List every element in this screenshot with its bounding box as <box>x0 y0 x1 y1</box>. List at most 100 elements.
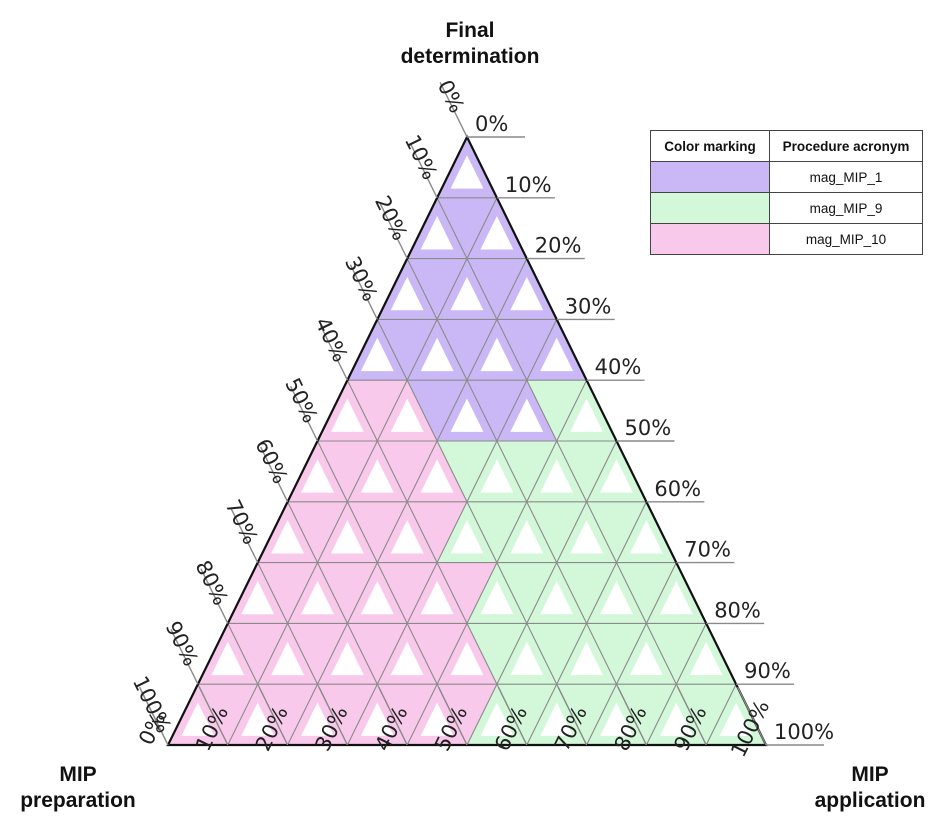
white-marker <box>420 702 454 736</box>
grid-cell <box>227 623 288 685</box>
top-tick-label: 90% <box>744 659 791 683</box>
grid-cell <box>646 623 707 685</box>
grid-cell <box>437 562 497 624</box>
left-tick-line <box>319 325 349 381</box>
grid-cell <box>556 684 617 745</box>
legend-name: mag_MIP_9 <box>769 192 923 224</box>
bottom-tick-line <box>198 686 229 746</box>
white-marker <box>360 459 394 493</box>
left-tick-label: 20% <box>370 192 412 244</box>
left-tick-line <box>349 264 378 320</box>
white-marker <box>600 702 633 736</box>
grid-cell <box>377 441 438 502</box>
grid-cell <box>317 441 378 502</box>
top-tick-label: 70% <box>684 538 731 562</box>
left-tick-label: 30% <box>340 253 382 305</box>
white-marker <box>420 459 454 493</box>
grid-cell <box>347 623 408 685</box>
white-marker <box>301 459 334 493</box>
white-marker <box>390 276 424 311</box>
legend-row: mag_MIP_9 <box>650 192 923 224</box>
left-tick-label: 0% <box>433 76 469 116</box>
white-marker <box>540 337 574 372</box>
left-tick-line <box>409 142 438 199</box>
white-marker <box>659 580 693 615</box>
grid-cell <box>496 319 557 381</box>
grid-cell <box>287 623 348 685</box>
top-tick-label: 50% <box>625 416 672 440</box>
white-marker <box>360 702 394 736</box>
white-marker <box>420 337 454 372</box>
white-marker <box>390 520 424 554</box>
grid-cell <box>347 380 408 441</box>
grid-cell <box>407 623 467 685</box>
white-marker <box>600 459 633 493</box>
grid-cell <box>437 197 497 259</box>
left-tick-label: 50% <box>280 374 322 426</box>
legend-row: mag_MIP_10 <box>650 223 923 255</box>
left-tick-label: 80% <box>191 557 233 609</box>
grid-cell <box>377 684 438 745</box>
grid-cell <box>467 380 527 441</box>
white-marker <box>360 580 394 615</box>
top-tick-label: 30% <box>565 294 612 318</box>
legend-row: mag_MIP_1 <box>650 161 923 193</box>
bottom-tick-line <box>378 686 408 746</box>
white-marker <box>510 641 544 676</box>
white-marker <box>330 520 364 554</box>
white-marker <box>211 641 245 676</box>
grid-cell <box>437 319 497 381</box>
legend-swatch-pink <box>650 223 770 255</box>
grid-cell <box>467 258 527 320</box>
right-apex-title: MIP application <box>800 762 940 814</box>
top-tick-label: 40% <box>595 355 642 379</box>
grid-cell <box>526 380 587 441</box>
bottom-tick-line <box>437 686 468 746</box>
grid-cell <box>197 684 258 745</box>
white-marker <box>450 276 484 311</box>
left-tick-line <box>260 446 289 503</box>
grid-cell <box>407 258 467 320</box>
legend-swatch-green <box>650 192 770 224</box>
right-apex-title-line1: MIP <box>851 763 889 786</box>
white-marker <box>450 398 484 432</box>
grid-line <box>227 197 498 746</box>
grid-cell <box>526 501 587 563</box>
top-tick-label: 20% <box>535 234 582 258</box>
grid-cell <box>616 684 677 745</box>
grid-cell <box>556 441 617 502</box>
white-marker <box>450 520 484 554</box>
grid-cell <box>377 319 438 381</box>
white-marker <box>271 641 305 676</box>
white-marker <box>600 580 633 615</box>
white-marker <box>570 641 604 676</box>
grid-line <box>376 319 588 746</box>
grid-cell <box>586 623 647 685</box>
white-marker <box>390 398 424 432</box>
grid-line <box>466 440 617 746</box>
grid-cell <box>467 623 527 685</box>
bottom-tick-line <box>258 686 289 746</box>
grid-line <box>586 562 677 746</box>
grid-cell <box>317 562 378 624</box>
grid-cell <box>437 684 497 745</box>
grid-line <box>436 197 707 746</box>
white-marker <box>420 580 454 615</box>
bottom-tick-line <box>318 686 349 746</box>
legend-header-row: Color marking Procedure acronym <box>650 130 923 162</box>
grid-cell <box>347 501 408 563</box>
grid-cell <box>257 562 318 624</box>
white-marker <box>629 641 663 676</box>
grid-cell <box>287 501 348 563</box>
white-marker <box>330 641 364 676</box>
top-tick-label: 60% <box>654 477 701 501</box>
legend-header-name: Procedure acronym <box>769 130 923 162</box>
top-tick-label: 100% <box>774 720 834 744</box>
left-tick-label: 60% <box>250 435 292 487</box>
grid-cell <box>556 562 617 624</box>
white-marker <box>241 702 275 736</box>
white-marker <box>570 520 604 554</box>
left-tick-label: 90% <box>161 617 203 669</box>
white-marker <box>241 580 275 615</box>
grid-cell <box>317 684 378 745</box>
